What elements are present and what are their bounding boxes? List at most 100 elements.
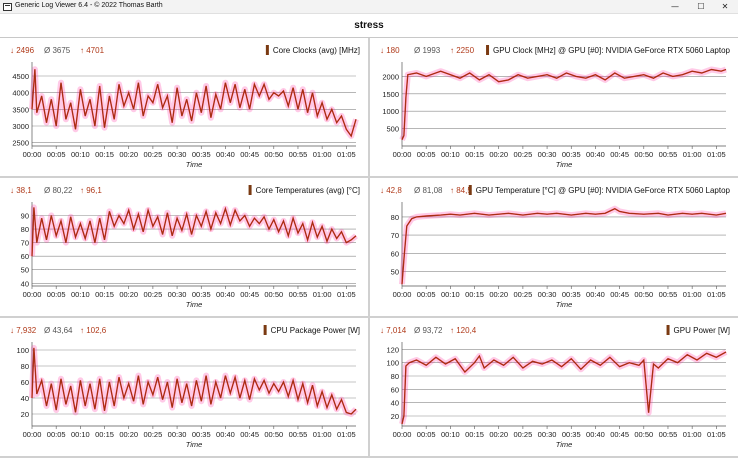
y-tick-label: 500	[386, 125, 399, 134]
stat-avg: Ø 81,08	[414, 186, 443, 195]
stat-min: ↓ 7,932	[10, 326, 37, 335]
x-axis-label: Time	[186, 300, 203, 309]
y-tick-label: 80	[21, 362, 29, 371]
y-tick-label: 3000	[12, 122, 29, 131]
x-tick-label: 00:35	[192, 290, 211, 299]
panel-background	[0, 318, 368, 456]
x-tick-label: 00:50	[634, 290, 653, 299]
x-tick-label: 00:25	[514, 430, 533, 439]
x-tick-label: 00:40	[216, 430, 235, 439]
y-tick-label: 40	[21, 394, 29, 403]
stat-min: ↓ 180	[380, 46, 400, 55]
chart-panel-5: ↓ 7,014 Ø 93,72 ↑ 120,4 GPU Power [W] 20 40 60…	[370, 318, 738, 456]
x-tick-label: 00:50	[634, 150, 653, 159]
close-icon[interactable]: ✕	[721, 2, 729, 11]
x-tick-label: 00:40	[586, 150, 605, 159]
y-tick-label: 100	[386, 359, 399, 368]
y-tick-label: 4500	[12, 72, 29, 81]
panel-background	[370, 178, 738, 316]
x-tick-label: 00:25	[514, 290, 533, 299]
series-line	[401, 351, 727, 425]
x-tick-label: 00:10	[71, 430, 90, 439]
y-tick-label: 80	[391, 372, 399, 381]
x-tick-label: 00:45	[610, 150, 629, 159]
x-tick-label: 00:15	[95, 290, 114, 299]
y-tick-label: 70	[391, 231, 399, 240]
series-line	[31, 207, 357, 257]
x-tick-label: 00:35	[562, 150, 581, 159]
legend-swatch	[248, 185, 252, 195]
x-tick-label: 00:30	[538, 430, 557, 439]
x-tick-label: 01:00	[683, 430, 702, 439]
chart-panel-2: ↓ 38,1 Ø 80,22 ↑ 96,1 Core Temperatures (av…	[0, 178, 368, 316]
x-tick-label: 00:15	[465, 430, 484, 439]
x-tick-label: 00:55	[659, 430, 678, 439]
y-tick-label: 50	[21, 266, 29, 275]
x-tick-label: 01:05	[337, 290, 356, 299]
x-tick-label: 00:00	[393, 290, 412, 299]
stat-avg: Ø 93,72	[414, 326, 443, 335]
x-tick-label: 00:55	[289, 150, 308, 159]
x-tick-label: 00:05	[47, 290, 66, 299]
y-tick-label: 20	[21, 410, 29, 419]
y-tick-label: 50	[391, 267, 399, 276]
x-tick-label: 00:20	[489, 430, 508, 439]
y-tick-label: 80	[391, 213, 399, 222]
stat-min: ↓ 7,014	[380, 326, 407, 335]
stat-max: ↑ 84,5	[450, 186, 472, 195]
legend-swatch	[486, 45, 490, 55]
stat-max: ↑ 120,4	[450, 326, 477, 335]
x-tick-label: 00:55	[289, 430, 308, 439]
x-tick-label: 00:45	[240, 150, 259, 159]
x-tick-label: 00:05	[417, 290, 436, 299]
app-icon	[3, 3, 12, 11]
x-tick-label: 00:45	[240, 290, 259, 299]
y-tick-label: 1500	[382, 90, 399, 99]
y-tick-label: 60	[391, 385, 399, 394]
x-tick-label: 00:50	[264, 430, 283, 439]
stat-max: ↑ 102,6	[80, 326, 107, 335]
maximize-icon[interactable]: ☐	[697, 2, 705, 11]
y-tick-label: 2000	[382, 72, 399, 81]
page-header: stress	[0, 14, 738, 38]
x-tick-label: 00:30	[538, 290, 557, 299]
x-tick-label: 00:15	[465, 290, 484, 299]
charts-grid: ↓ 2496 Ø 3675 ↑ 4701 Core Clocks (avg) [MHz…	[0, 38, 738, 458]
x-tick-label: 00:10	[441, 430, 460, 439]
x-tick-label: 00:10	[71, 290, 90, 299]
x-tick-label: 00:45	[610, 290, 629, 299]
x-tick-label: 00:20	[119, 430, 138, 439]
chart-title: GPU Temperature [°C] @ GPU [#0]: NVIDIA …	[476, 186, 731, 195]
minimize-icon[interactable]: —	[671, 2, 679, 11]
stat-avg: Ø 80,22	[44, 186, 73, 195]
x-tick-label: 00:55	[289, 290, 308, 299]
chart-panel-1: ↓ 180 Ø 1993 ↑ 2250 GPU Clock [MHz] @ GPU […	[370, 38, 738, 176]
x-tick-label: 01:05	[337, 150, 356, 159]
y-tick-label: 1000	[382, 107, 399, 116]
y-tick-label: 20	[391, 412, 399, 421]
x-tick-label: 01:00	[313, 430, 332, 439]
x-tick-label: 00:30	[538, 150, 557, 159]
x-axis-label: Time	[556, 300, 573, 309]
x-tick-label: 00:05	[47, 430, 66, 439]
x-tick-label: 00:10	[441, 290, 460, 299]
window-title: Generic Log Viewer 6.4 - © 2022 Thomas B…	[15, 2, 163, 9]
x-tick-label: 00:50	[634, 430, 653, 439]
legend-swatch	[468, 185, 472, 195]
panel-background	[370, 318, 738, 456]
x-tick-label: 00:05	[417, 430, 436, 439]
x-tick-label: 01:00	[313, 290, 332, 299]
x-tick-label: 00:35	[192, 430, 211, 439]
x-tick-label: 00:20	[489, 290, 508, 299]
stat-max: ↑ 2250	[450, 46, 475, 55]
x-tick-label: 00:25	[144, 430, 163, 439]
x-tick-label: 00:15	[95, 150, 114, 159]
stat-max: ↑ 4701	[80, 46, 105, 55]
stat-min: ↓ 2496	[10, 46, 35, 55]
x-tick-label: 00:35	[192, 150, 211, 159]
x-tick-label: 00:55	[659, 290, 678, 299]
y-tick-label: 100	[16, 346, 29, 355]
stat-avg: Ø 43,64	[44, 326, 73, 335]
x-tick-label: 00:25	[144, 290, 163, 299]
stat-avg: Ø 1993	[414, 46, 441, 55]
